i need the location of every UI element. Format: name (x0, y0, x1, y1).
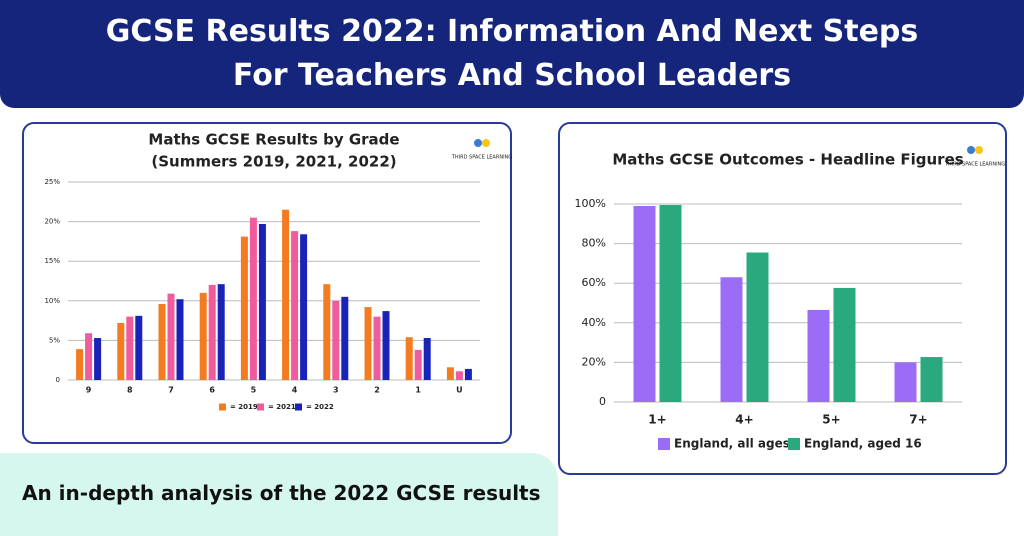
banner: An in-depth analysis of the 2022 GCSE re… (0, 453, 558, 536)
brand-logo-icon (474, 139, 482, 147)
bar (76, 349, 84, 380)
y-tick-label: 5% (49, 336, 60, 344)
y-tick-label: 10% (44, 297, 60, 305)
chart-title: Maths GCSE Outcomes - Headline Figures (612, 151, 963, 169)
x-tick-label: 4 (292, 386, 298, 395)
legend-label: England, all ages (674, 437, 790, 451)
x-tick-label: 1+ (648, 413, 666, 427)
bar (94, 338, 102, 380)
y-tick-label: 20% (44, 218, 60, 226)
banner-text: An in-depth analysis of the 2022 GCSE re… (22, 481, 541, 505)
y-tick-label: 40% (582, 316, 606, 329)
chart-title: Maths GCSE Results by Grade (148, 131, 399, 149)
x-tick-label: 5 (251, 386, 257, 395)
x-tick-label: 1 (415, 386, 421, 395)
bar (199, 292, 207, 380)
bar (659, 204, 682, 402)
bar (126, 316, 134, 380)
y-tick-label: 25% (44, 178, 60, 186)
legend-swatch (658, 438, 670, 450)
bar (464, 368, 472, 380)
bar (405, 337, 413, 380)
bar (414, 349, 422, 380)
bar (807, 309, 830, 402)
bar (282, 209, 290, 380)
bar (249, 217, 257, 380)
bar (176, 299, 184, 380)
bar (135, 315, 143, 380)
brand-logo-icon (482, 139, 490, 147)
legend-label: = 2021 (268, 403, 296, 411)
bar (208, 284, 216, 380)
bar (833, 287, 856, 402)
bar (323, 284, 331, 380)
bar (158, 303, 166, 380)
x-tick-label: 3 (333, 386, 339, 395)
bar (373, 316, 381, 380)
bar (455, 371, 463, 380)
x-tick-label: 5+ (822, 413, 840, 427)
y-tick-label: 100% (575, 197, 606, 210)
bar (894, 362, 917, 402)
y-tick-label: 60% (582, 276, 606, 289)
x-tick-label: 6 (209, 386, 215, 395)
legend-label: = 2019 (230, 403, 258, 411)
bar (117, 322, 125, 380)
bar (167, 293, 175, 380)
y-tick-label: 20% (582, 355, 606, 368)
brand-logo-icon (975, 146, 983, 154)
bar (258, 223, 266, 380)
bar (746, 252, 769, 402)
bar (633, 205, 656, 402)
bar (240, 236, 248, 380)
chart-panel (558, 122, 1007, 475)
legend-swatch (257, 403, 264, 411)
bar (85, 333, 93, 380)
bar (423, 338, 431, 380)
legend-swatch (219, 403, 226, 411)
chart-subtitle: (Summers 2019, 2021, 2022) (151, 153, 396, 171)
y-tick-label: 80% (582, 237, 606, 250)
brand-logo-icon (967, 146, 975, 154)
x-tick-label: 8 (127, 386, 133, 395)
bar (720, 277, 743, 402)
bar (446, 367, 454, 380)
x-tick-label: 2 (374, 386, 380, 395)
chart-panel (22, 122, 512, 444)
x-tick-label: 9 (86, 386, 92, 395)
bar (382, 311, 390, 380)
legend-swatch (788, 438, 800, 450)
bar (332, 300, 340, 380)
legend-swatch (295, 403, 302, 411)
bar (300, 234, 308, 380)
x-tick-label: U (456, 386, 463, 395)
x-tick-label: 7+ (909, 413, 927, 427)
x-tick-label: 4+ (735, 413, 753, 427)
brand-logo-text: THIRD SPACE LEARNING (944, 162, 1005, 168)
legend-label: = 2022 (306, 403, 334, 411)
y-tick-label: 0 (599, 395, 606, 408)
y-tick-label: 15% (44, 257, 60, 265)
bar (920, 357, 943, 402)
bar (217, 284, 225, 380)
bar (341, 296, 349, 380)
header-title: GCSE Results 2022: Information And Next … (0, 0, 1024, 108)
y-tick-label: 0 (56, 376, 60, 384)
x-tick-label: 7 (168, 386, 174, 395)
bar (291, 231, 299, 380)
bar (364, 307, 372, 380)
legend-label: England, aged 16 (804, 437, 922, 451)
brand-logo-text: THIRD SPACE LEARNING (451, 155, 512, 161)
